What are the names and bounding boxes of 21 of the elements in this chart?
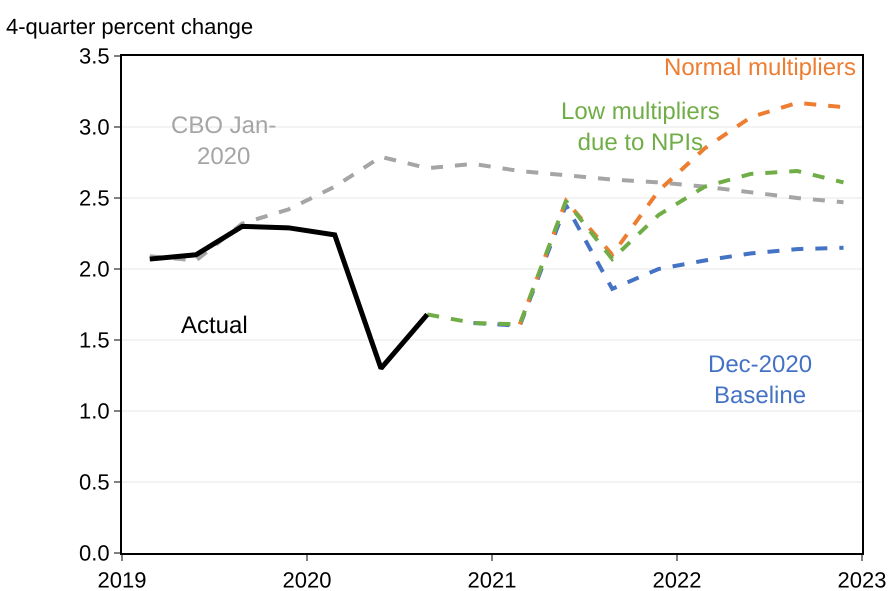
x-tick-label: 2019 [98, 567, 146, 591]
line-series [425, 169, 846, 326]
y-tick-label: 3.0 [79, 114, 110, 140]
series-label: CBO Jan- 2020 [171, 112, 276, 170]
x-tick-label: 2022 [652, 567, 702, 591]
series-label: Low multipliers due to NPIs [561, 98, 720, 156]
y-tick-label: 3.5 [79, 44, 110, 69]
x-tick-label: 2021 [468, 567, 516, 591]
y-tick-label: 1.5 [79, 328, 110, 353]
x-tick-label: 2023 [838, 567, 886, 591]
y-tick-label: 0.5 [79, 470, 110, 495]
text: Dec-2020 Baseline [708, 351, 812, 410]
y-axis-title: 4-quarter percent change [6, 14, 254, 39]
y-tick-label: 0.0 [79, 540, 110, 566]
y-tick-label: 1.0 [79, 398, 110, 424]
series-label: Normal multipliers [664, 54, 856, 81]
y-tick-label: 2.0 [79, 256, 110, 282]
line-series [472, 203, 846, 328]
x-tick-label: 2020 [282, 567, 332, 591]
y-tick-label: 2.5 [79, 186, 110, 211]
text: Actual [181, 312, 248, 339]
